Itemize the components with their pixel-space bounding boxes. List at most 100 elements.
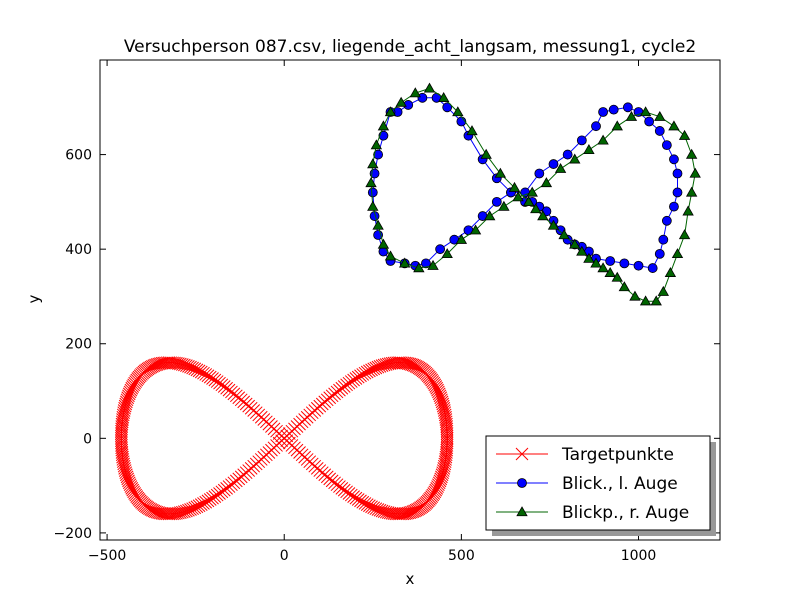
data-point	[373, 360, 387, 373]
legend-label: Blickp., r. Auge	[562, 503, 689, 523]
data-point	[354, 494, 367, 508]
data-point	[188, 362, 202, 376]
data-point	[440, 434, 454, 448]
data-point	[669, 154, 679, 165]
data-point	[654, 126, 665, 136]
data-point	[367, 187, 378, 198]
data-point	[644, 116, 655, 127]
data-point	[583, 144, 595, 155]
data-point	[409, 87, 422, 98]
data-point	[435, 244, 446, 255]
legend-label: Targetpunkte	[561, 445, 674, 465]
x-tick-label: 0	[280, 548, 289, 564]
data-point	[360, 365, 374, 379]
data-point	[522, 196, 535, 207]
data-point	[689, 167, 701, 178]
legend-marker	[517, 478, 527, 488]
data-point	[622, 102, 633, 113]
data-point	[199, 495, 213, 509]
data-point	[437, 92, 450, 102]
data-point	[608, 104, 619, 115]
data-point	[484, 210, 496, 221]
data-point	[203, 493, 217, 506]
x-axis-label: x	[406, 570, 415, 588]
data-point	[358, 366, 372, 380]
axes: −500 0 500 1000 −200 0 200 400 600	[54, 59, 721, 564]
data-point	[672, 168, 683, 179]
data-point	[569, 153, 581, 164]
data-point	[389, 507, 403, 521]
legend-label: Blick., l. Auge	[562, 474, 678, 494]
data-point	[441, 248, 453, 259]
data-point	[367, 362, 381, 376]
data-point	[363, 364, 376, 378]
data-point	[547, 219, 560, 230]
data-point	[678, 229, 691, 240]
data-point	[512, 191, 524, 202]
data-point	[370, 139, 383, 150]
data-point	[114, 434, 128, 448]
data-point	[530, 203, 542, 214]
data-point	[421, 258, 431, 269]
data-point	[597, 134, 609, 145]
data-point	[186, 361, 199, 375]
data-point	[440, 436, 454, 450]
data-point	[657, 285, 670, 296]
series-1	[114, 356, 454, 521]
data-point	[598, 107, 608, 117]
data-point	[190, 500, 204, 514]
data-point	[159, 356, 172, 370]
data-point	[197, 497, 210, 510]
data-point	[398, 257, 411, 268]
data-point	[395, 96, 407, 107]
data-point	[526, 186, 538, 197]
data-point	[480, 148, 492, 159]
data-point	[423, 82, 436, 93]
y-tick-label: 400	[65, 242, 92, 258]
data-point	[562, 149, 573, 160]
plot-area	[114, 82, 701, 521]
data-point	[417, 92, 428, 103]
x-tick-label: 500	[448, 548, 475, 564]
data-point	[384, 106, 397, 117]
data-point	[639, 106, 652, 117]
data-point	[498, 200, 510, 211]
data-point	[194, 498, 208, 511]
data-point	[537, 210, 549, 221]
y-axis-label: y	[25, 294, 43, 303]
data-point	[650, 295, 662, 306]
data-point	[669, 201, 679, 212]
data-point	[365, 363, 378, 377]
data-point	[371, 360, 385, 374]
data-point	[591, 121, 601, 132]
data-point	[385, 356, 399, 370]
legend-marker	[515, 447, 529, 461]
data-point	[372, 219, 384, 230]
data-point	[668, 120, 680, 131]
data-point	[534, 168, 545, 179]
legend-entry: Blickp., r. Auge	[496, 503, 689, 523]
data-point	[351, 493, 365, 506]
y-tick-label: 600	[65, 148, 92, 164]
data-point	[440, 431, 454, 445]
data-point	[377, 238, 390, 249]
data-point	[469, 224, 482, 235]
data-point	[664, 267, 677, 277]
data-point	[369, 361, 383, 375]
y-tick-label: 200	[65, 337, 92, 353]
data-point	[576, 245, 588, 256]
data-point	[619, 258, 630, 269]
data-point	[682, 205, 694, 216]
data-point	[146, 503, 159, 517]
series-3	[365, 82, 701, 306]
data-point	[654, 248, 665, 259]
data-point	[408, 504, 421, 518]
y-tick-label: 0	[83, 431, 92, 447]
data-point	[405, 505, 418, 519]
data-point	[558, 229, 570, 240]
data-point	[409, 503, 423, 517]
data-point	[182, 360, 195, 373]
legend-marker	[516, 506, 528, 517]
data-point	[149, 505, 162, 518]
